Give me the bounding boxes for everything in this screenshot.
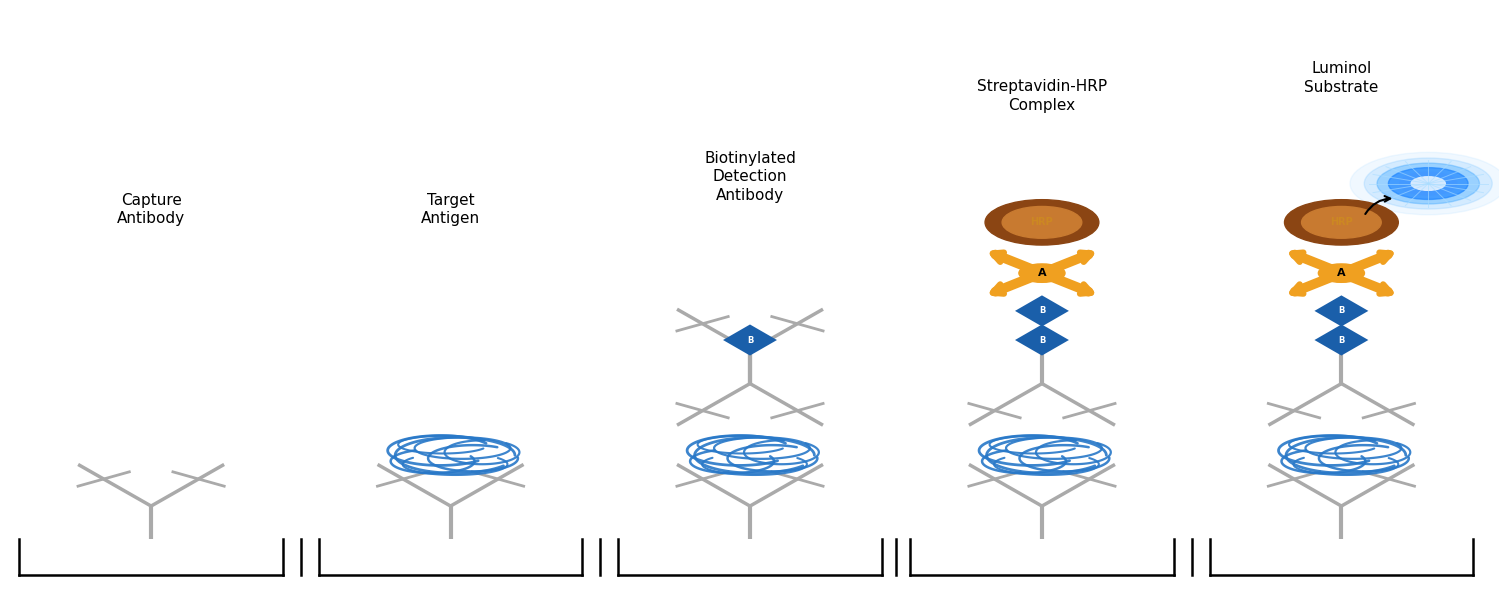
Circle shape [986, 200, 1100, 245]
Text: B: B [747, 335, 753, 344]
Text: Biotinylated
Detection
Antibody: Biotinylated Detection Antibody [704, 151, 797, 203]
Circle shape [1364, 158, 1492, 209]
Circle shape [1302, 206, 1382, 238]
Text: Streptavidin-HRP
Complex: Streptavidin-HRP Complex [976, 79, 1107, 113]
Circle shape [1350, 152, 1500, 215]
Circle shape [1377, 163, 1479, 204]
Circle shape [1002, 206, 1082, 238]
Text: HRP: HRP [1330, 217, 1353, 227]
Circle shape [1389, 167, 1468, 199]
Text: B: B [1040, 307, 1046, 316]
Polygon shape [1016, 295, 1070, 326]
Text: Capture
Antibody: Capture Antibody [117, 193, 184, 226]
Circle shape [1019, 264, 1065, 283]
Circle shape [1412, 177, 1446, 190]
Text: A: A [1336, 268, 1346, 278]
Text: Target
Antigen: Target Antigen [422, 193, 480, 226]
Polygon shape [1016, 325, 1070, 356]
Text: B: B [1338, 335, 1344, 344]
Polygon shape [1314, 325, 1368, 356]
Circle shape [1284, 200, 1398, 245]
Text: HRP: HRP [1030, 217, 1053, 227]
Text: B: B [1040, 335, 1046, 344]
Polygon shape [1314, 295, 1368, 326]
Polygon shape [723, 325, 777, 356]
Circle shape [1318, 264, 1365, 283]
Text: A: A [1038, 268, 1047, 278]
Text: Luminol
Substrate: Luminol Substrate [1304, 61, 1378, 95]
Text: B: B [1338, 307, 1344, 316]
Circle shape [1400, 172, 1456, 195]
